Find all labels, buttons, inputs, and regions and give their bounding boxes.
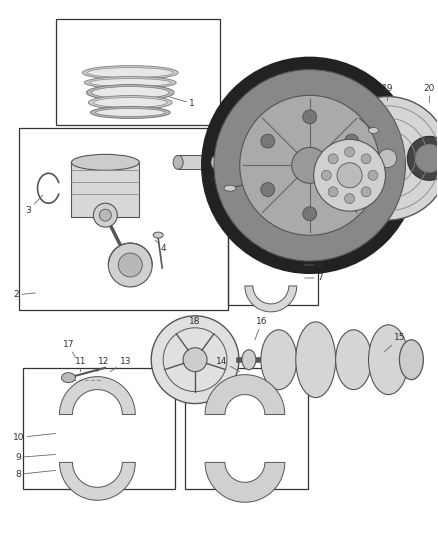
Circle shape: [415, 144, 438, 172]
Text: 10: 10: [13, 433, 56, 442]
Circle shape: [183, 348, 207, 372]
Text: 13: 13: [110, 357, 131, 372]
Circle shape: [292, 148, 328, 183]
Circle shape: [99, 209, 111, 221]
Text: 4: 4: [155, 240, 166, 253]
Polygon shape: [205, 375, 285, 415]
Ellipse shape: [224, 185, 236, 191]
Text: 7: 7: [305, 273, 322, 282]
Ellipse shape: [261, 330, 297, 390]
Ellipse shape: [93, 98, 167, 108]
Ellipse shape: [368, 127, 378, 133]
Circle shape: [314, 140, 385, 211]
Circle shape: [202, 58, 417, 273]
Text: 18: 18: [189, 317, 201, 326]
Polygon shape: [60, 462, 135, 500]
Polygon shape: [60, 377, 135, 415]
Polygon shape: [245, 286, 297, 312]
Circle shape: [261, 183, 275, 197]
Text: 3: 3: [26, 195, 42, 215]
Text: 14: 14: [216, 357, 240, 372]
Ellipse shape: [173, 155, 183, 169]
Ellipse shape: [399, 340, 424, 379]
Text: 19: 19: [381, 84, 393, 101]
Text: 9: 9: [16, 453, 56, 462]
Ellipse shape: [242, 350, 256, 370]
Ellipse shape: [61, 373, 75, 383]
Ellipse shape: [89, 78, 171, 86]
Circle shape: [303, 110, 317, 124]
Circle shape: [118, 253, 142, 277]
Ellipse shape: [92, 86, 169, 99]
Circle shape: [93, 203, 117, 227]
Ellipse shape: [296, 322, 336, 398]
Circle shape: [326, 96, 438, 220]
Circle shape: [214, 70, 406, 261]
Circle shape: [108, 243, 152, 287]
Ellipse shape: [153, 232, 163, 238]
Text: 5: 5: [305, 247, 322, 256]
Ellipse shape: [88, 68, 173, 78]
Bar: [178, 155, 216, 169]
Polygon shape: [205, 462, 285, 502]
Circle shape: [407, 136, 438, 180]
Ellipse shape: [95, 109, 165, 117]
Circle shape: [151, 316, 239, 403]
Text: 21: 21: [344, 210, 355, 223]
Ellipse shape: [82, 66, 178, 79]
Text: 1: 1: [165, 95, 195, 108]
Ellipse shape: [86, 85, 174, 101]
Bar: [19, 128, 228, 310]
Text: 17: 17: [63, 340, 75, 358]
Circle shape: [261, 134, 275, 148]
Circle shape: [361, 154, 371, 164]
Text: 6: 6: [305, 261, 322, 270]
Circle shape: [240, 95, 380, 235]
Text: 15: 15: [385, 333, 405, 352]
Circle shape: [321, 171, 331, 180]
Bar: [185, 368, 308, 489]
Ellipse shape: [88, 95, 172, 109]
Bar: [23, 368, 175, 489]
Circle shape: [361, 187, 371, 197]
Text: 12: 12: [97, 357, 109, 372]
Circle shape: [345, 183, 359, 197]
Ellipse shape: [71, 155, 139, 171]
Bar: [71, 163, 139, 217]
Bar: [56, 19, 220, 125]
Circle shape: [345, 134, 359, 148]
Bar: [228, 218, 318, 305]
Text: 2: 2: [14, 290, 35, 300]
Circle shape: [337, 163, 362, 188]
Circle shape: [345, 147, 355, 157]
Circle shape: [345, 193, 355, 204]
Circle shape: [378, 149, 397, 167]
Text: 22: 22: [354, 88, 365, 106]
Ellipse shape: [90, 107, 170, 118]
Ellipse shape: [85, 77, 176, 88]
Ellipse shape: [368, 325, 408, 394]
Circle shape: [368, 171, 378, 180]
Circle shape: [328, 154, 338, 164]
Text: 23: 23: [259, 134, 290, 148]
Text: 20: 20: [424, 84, 435, 102]
Circle shape: [303, 207, 317, 221]
Text: 11: 11: [75, 357, 86, 372]
Ellipse shape: [211, 155, 221, 169]
Text: 24: 24: [209, 174, 227, 185]
Ellipse shape: [336, 330, 371, 390]
Text: 16: 16: [255, 317, 268, 340]
Circle shape: [328, 187, 338, 197]
Polygon shape: [245, 222, 297, 248]
Text: 8: 8: [16, 470, 56, 479]
